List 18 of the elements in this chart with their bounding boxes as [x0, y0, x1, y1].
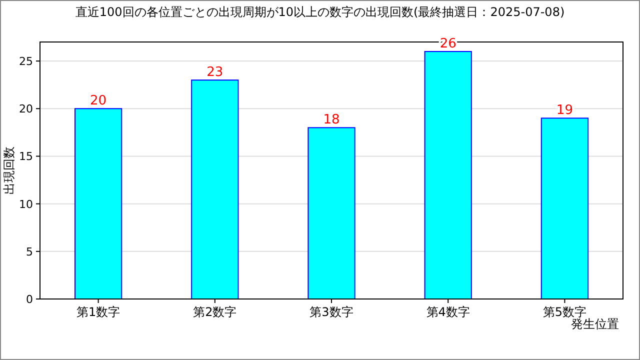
ytick: 5 [26, 245, 33, 258]
xtick: 第3数字 [310, 305, 354, 319]
data-label: 20 [90, 94, 107, 109]
ylabel: 出現回数 [2, 146, 16, 194]
ytick: 15 [19, 150, 33, 164]
xtick: 第4数字 [426, 305, 470, 319]
ytick: 10 [19, 198, 33, 211]
ytick: 25 [19, 55, 33, 68]
data-label: 18 [323, 112, 340, 128]
ytick: 0 [26, 293, 33, 306]
data-label: 19 [556, 103, 573, 118]
xtick: 第5数字 [542, 305, 587, 319]
ytick: 20 [19, 102, 33, 116]
data-label: 23 [206, 65, 224, 80]
title: 直近100回の各位置ごとの出現周期が10以上の数字の出現回数(最終抽選日：2025-07-08) [75, 5, 565, 19]
xlabel: 発生位置 [571, 317, 619, 331]
xtick: 第1数字 [76, 305, 120, 319]
xtick: 第2数字 [193, 305, 237, 319]
